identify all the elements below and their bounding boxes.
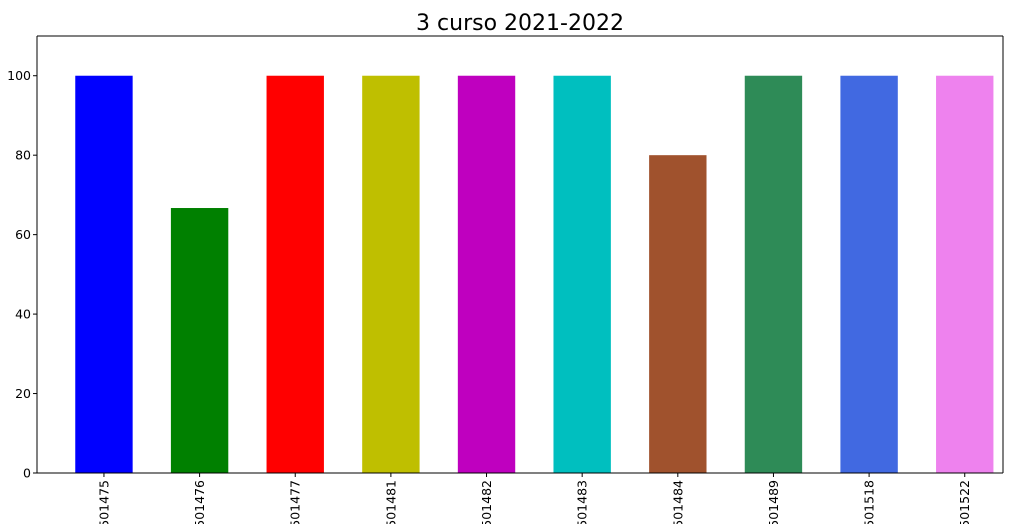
x-tick-label: 501522 <box>957 480 972 524</box>
y-tick-label: 0 <box>23 466 31 481</box>
bar-501489 <box>744 75 803 473</box>
bar-501483 <box>553 75 611 473</box>
y-tick-label: 100 <box>7 68 31 83</box>
y-tick-label: 80 <box>15 148 31 163</box>
x-tick-label: 501482 <box>479 480 494 524</box>
y-tick-label: 60 <box>15 227 31 242</box>
x-tick-label: 501481 <box>383 480 398 524</box>
y-tick-label: 40 <box>15 307 31 322</box>
bar-501522 <box>936 75 994 473</box>
x-tick-label: 501484 <box>670 480 685 524</box>
x-tick-label: 501477 <box>288 480 303 524</box>
x-tick-label: 501483 <box>575 480 590 524</box>
x-tick-label: 501489 <box>766 480 781 524</box>
y-axis: 0 20 40 60 80 100 <box>7 68 37 481</box>
y-tick-label: 20 <box>15 386 31 401</box>
bar-501518 <box>840 75 898 473</box>
bar-501484 <box>649 155 707 473</box>
x-tick-label: 501476 <box>192 480 207 524</box>
bar-501481 <box>362 75 420 473</box>
x-tick-label: 501518 <box>862 480 877 524</box>
x-axis: 501475 501476 501477 501481 501482 501483 5014… <box>96 473 972 524</box>
x-tick-label: 501475 <box>96 480 111 524</box>
bar-501476 <box>170 208 229 473</box>
axes-frame <box>36 35 1004 474</box>
bar-501477 <box>266 75 324 473</box>
bar-501482 <box>457 75 516 473</box>
chart-title: 3 curso 2021-2022 <box>416 11 624 36</box>
bar-501475 <box>75 75 133 473</box>
bars <box>75 75 994 473</box>
